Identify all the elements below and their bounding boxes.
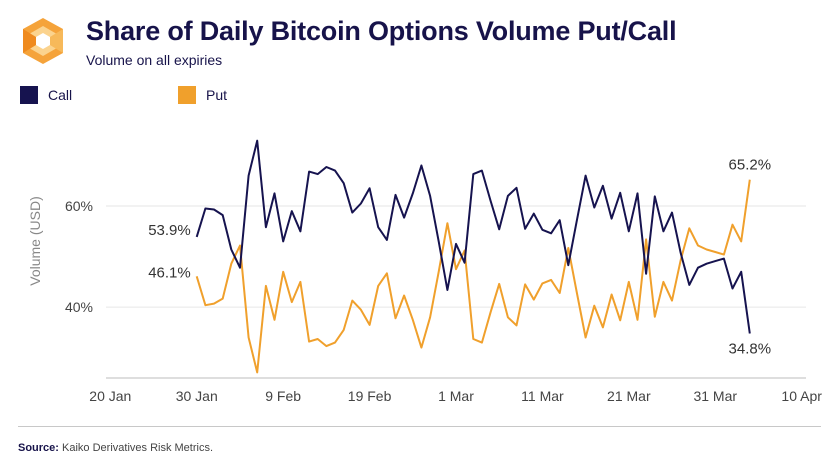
x-tick-label: 1 Mar bbox=[438, 388, 474, 404]
y-tick-label: 60% bbox=[65, 198, 93, 214]
x-tick-label: 19 Feb bbox=[348, 388, 392, 404]
x-tick-label: 30 Jan bbox=[176, 388, 218, 404]
series-line-call bbox=[195, 139, 751, 334]
x-tick-label: 21 Mar bbox=[607, 388, 651, 404]
footer-divider bbox=[18, 426, 821, 427]
y-tick-label: 40% bbox=[65, 299, 93, 315]
x-tick-label: 31 Mar bbox=[693, 388, 737, 404]
legend-item-call: Call bbox=[20, 86, 72, 104]
data-label-call-end: 34.8% bbox=[729, 340, 772, 357]
chart-title: Share of Daily Bitcoin Options Volume Pu… bbox=[86, 16, 677, 46]
data-label-put-start: 46.1% bbox=[148, 264, 191, 281]
x-tick-label: 11 Mar bbox=[521, 388, 564, 404]
legend-swatch-put bbox=[178, 86, 196, 104]
data-label-put-end: 65.2% bbox=[729, 157, 772, 174]
chart-subtitle: Volume on all expiries bbox=[86, 52, 223, 68]
x-tick-label: 10 Apr bbox=[781, 388, 822, 404]
x-tick-label: 20 Jan bbox=[89, 388, 131, 404]
legend-label-put: Put bbox=[206, 87, 228, 103]
source-label: Source: bbox=[18, 442, 59, 454]
legend-item-put: Put bbox=[178, 86, 227, 104]
source-text: Kaiko Derivatives Risk Metrics. bbox=[62, 442, 214, 454]
y-axis-label: Volume (USD) bbox=[27, 196, 43, 285]
legend-label-call: Call bbox=[48, 87, 73, 103]
kaiko-logo-icon bbox=[23, 18, 63, 64]
legend-swatch-call bbox=[20, 86, 38, 104]
data-label-call-start: 53.9% bbox=[148, 222, 191, 239]
series-line-put bbox=[195, 179, 751, 374]
x-tick-label: 9 Feb bbox=[265, 388, 301, 404]
source-note: Source: Kaiko Derivatives Risk Metrics. bbox=[18, 442, 213, 454]
